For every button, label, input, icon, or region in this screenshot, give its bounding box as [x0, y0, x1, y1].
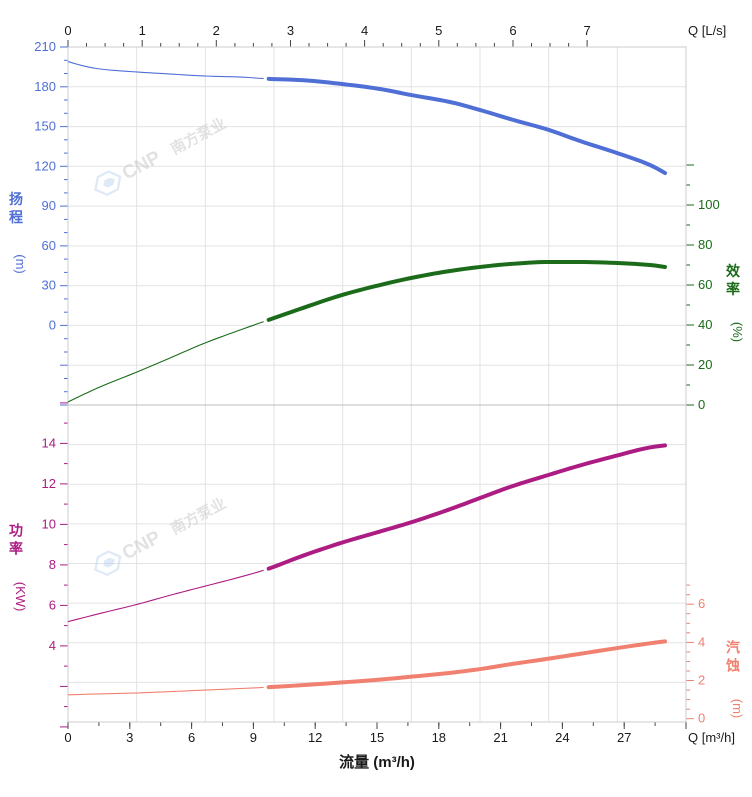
svg-text:90: 90 [42, 198, 56, 213]
svg-text:210: 210 [34, 39, 56, 54]
svg-text:0: 0 [64, 730, 71, 745]
svg-text:8: 8 [49, 557, 56, 572]
svg-text:27: 27 [617, 730, 631, 745]
svg-text:2: 2 [213, 23, 220, 38]
svg-text:180: 180 [34, 79, 56, 94]
svg-text:5: 5 [435, 23, 442, 38]
svg-text:6: 6 [698, 596, 705, 611]
svg-text:2: 2 [698, 673, 705, 688]
svg-text:30: 30 [42, 278, 56, 293]
svg-text:CNP: CNP [119, 147, 165, 185]
svg-text:14: 14 [42, 435, 56, 450]
svg-text:40: 40 [698, 317, 712, 332]
svg-text:3: 3 [287, 23, 294, 38]
svg-text:80: 80 [698, 237, 712, 252]
svg-text:12: 12 [308, 730, 322, 745]
svg-text:Q [L/s]: Q [L/s] [688, 23, 726, 38]
svg-text:12: 12 [42, 476, 56, 491]
svg-text:蚀: 蚀 [725, 658, 740, 674]
svg-text:0: 0 [698, 711, 705, 726]
svg-text:1: 1 [139, 23, 146, 38]
svg-text:6: 6 [188, 730, 195, 745]
svg-text:24: 24 [555, 730, 569, 745]
svg-text:4: 4 [361, 23, 368, 38]
svg-text:汽: 汽 [726, 640, 740, 656]
svg-text:(%): (%) [730, 322, 745, 342]
svg-text:100: 100 [698, 197, 720, 212]
svg-text:南方泵业: 南方泵业 [168, 114, 229, 158]
svg-text:率: 率 [9, 541, 23, 557]
svg-text:10: 10 [42, 516, 56, 531]
svg-text:6: 6 [509, 23, 516, 38]
svg-text:功: 功 [9, 523, 23, 539]
svg-text:Q [m³/h]: Q [m³/h] [688, 730, 735, 745]
svg-text:效: 效 [726, 263, 741, 279]
svg-text:程: 程 [9, 209, 23, 225]
svg-text:0: 0 [64, 23, 71, 38]
svg-text:20: 20 [698, 357, 712, 372]
svg-text:4: 4 [49, 638, 56, 653]
svg-text:6: 6 [49, 597, 56, 612]
svg-text:150: 150 [34, 119, 56, 134]
svg-text:(KW): (KW) [13, 582, 28, 612]
svg-text:60: 60 [42, 238, 56, 253]
svg-text:3: 3 [126, 730, 133, 745]
svg-text:18: 18 [432, 730, 446, 745]
svg-text:0: 0 [698, 397, 705, 412]
svg-text:4: 4 [698, 634, 705, 649]
svg-text:CNP: CNP [119, 527, 165, 565]
svg-text:7: 7 [583, 23, 590, 38]
svg-text:流量 (m³/h): 流量 (m³/h) [339, 753, 415, 771]
svg-text:率: 率 [726, 281, 740, 297]
svg-text:60: 60 [698, 277, 712, 292]
svg-text:21: 21 [493, 730, 507, 745]
svg-text:扬: 扬 [9, 191, 23, 207]
svg-text:南方泵业: 南方泵业 [168, 494, 229, 538]
svg-text:120: 120 [34, 158, 56, 173]
svg-text:(m): (m) [730, 699, 745, 719]
svg-text:9: 9 [250, 730, 257, 745]
svg-text:15: 15 [370, 730, 384, 745]
svg-text:0: 0 [49, 317, 56, 332]
svg-text:(m): (m) [13, 254, 28, 274]
